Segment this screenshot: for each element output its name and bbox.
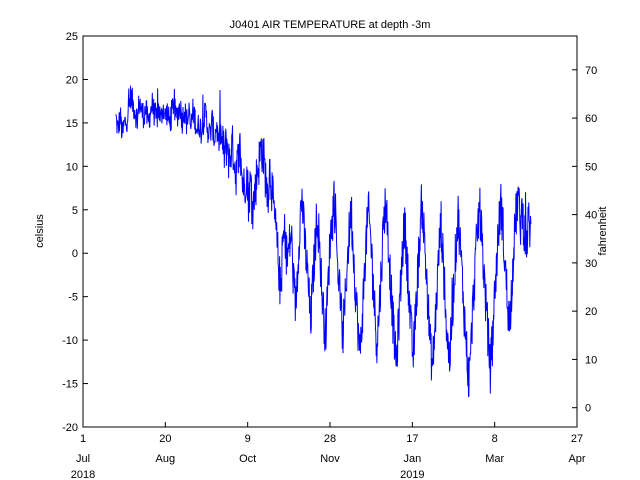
x-tick-label: 1 [80, 433, 86, 445]
y-tick-label: -5 [68, 292, 78, 304]
y-tick-label: 20 [66, 74, 78, 86]
x-tick-label: 28 [324, 433, 336, 445]
x-tick-label: 17 [406, 433, 418, 445]
y-tick-label: -20 [62, 422, 78, 434]
y2-axis-title: fahrenheit [597, 207, 609, 256]
y-tick-label: 0 [72, 248, 78, 260]
x-tick-month-label: Mar [485, 453, 504, 465]
x-tick-month-label: Nov [320, 453, 340, 465]
x-tick-label: 27 [571, 433, 583, 445]
y2-tick-label: 0 [585, 403, 591, 415]
series-line [115, 85, 532, 398]
y2-tick-label: 60 [585, 113, 597, 125]
x-tick-month-label: Aug [156, 453, 176, 465]
x-tick-label: 9 [245, 433, 251, 445]
y2-tick-label: 50 [585, 161, 597, 173]
y-tick-label: 15 [66, 118, 78, 130]
x-tick-label: 8 [492, 433, 498, 445]
y2-tick-label: 40 [585, 210, 597, 222]
y-tick-label: 5 [72, 205, 78, 217]
x-tick-month-label: Apr [568, 453, 585, 465]
x-tick-month-label: Jul [76, 453, 90, 465]
y-tick-label: -15 [62, 379, 78, 391]
y2-tick-label: 20 [585, 306, 597, 318]
x-tick-label: 20 [159, 433, 171, 445]
y-tick-label: -10 [62, 335, 78, 347]
y-axis-title: celsius [34, 214, 46, 248]
x-tick-year-label: 2018 [71, 469, 95, 480]
y2-tick-label: 30 [585, 258, 597, 270]
y-tick-label: 25 [66, 31, 78, 43]
chart-title: J0401 AIR TEMPERATURE at depth -3m [230, 19, 431, 31]
y-tick-label: 10 [66, 161, 78, 173]
y2-tick-label: 70 [585, 65, 597, 77]
x-tick-year-label: 2019 [400, 469, 424, 480]
y2-tick-label: 10 [585, 354, 597, 366]
x-tick-month-label: Oct [239, 453, 256, 465]
x-tick-month-label: Jan [403, 453, 421, 465]
